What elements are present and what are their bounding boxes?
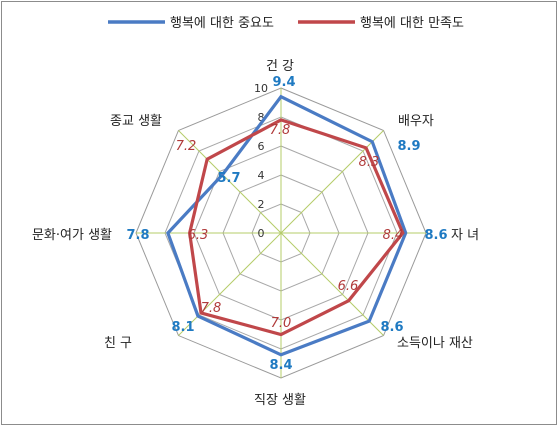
- tick-label: 2: [258, 198, 265, 211]
- value-label-satisfaction: 6.6: [338, 279, 359, 294]
- axis-label: 직장 생활: [254, 393, 306, 408]
- value-label-importance: 5.7: [217, 171, 240, 186]
- value-label-satisfaction: 7.8: [201, 301, 222, 316]
- value-labels: 9.4 8.9 8.6 8.6 8.4 8.1 7.8 5.7 7.8 8.3 8.4 6.6 7.0 7…: [126, 75, 447, 373]
- value-label-importance: 8.6: [424, 228, 447, 243]
- axis-spoke: [178, 130, 282, 234]
- radar-grid: [135, 87, 427, 379]
- value-label-importance: 9.4: [272, 75, 295, 90]
- axis-label: 문화·여가 생활: [32, 228, 112, 243]
- value-label-satisfaction: 8.3: [359, 155, 380, 170]
- legend-label-satisfaction: 행복에 대한 만족도: [360, 15, 464, 31]
- axis-spoke: [178, 232, 282, 336]
- value-label-satisfaction: 7.2: [176, 139, 197, 154]
- axis-label: 자 녀: [451, 228, 479, 243]
- series-lines: [166, 94, 408, 357]
- series-line-importance: [166, 94, 408, 357]
- radial-ticks: 0 2 4 6 8 10: [254, 82, 268, 240]
- value-label-satisfaction: 8.4: [383, 228, 404, 243]
- value-label-importance: 8.6: [380, 320, 403, 335]
- axis-label: 종교 생활: [110, 114, 162, 129]
- axis-spoke: [280, 232, 384, 336]
- axis-label: 소득이나 재산: [397, 336, 473, 351]
- value-label-satisfaction: 7.8: [270, 123, 291, 138]
- axis-label: 건 강: [266, 59, 294, 74]
- tick-label: 6: [258, 140, 265, 153]
- value-label-satisfaction: 7.0: [271, 316, 292, 331]
- value-label-satisfaction: 6.3: [188, 228, 209, 243]
- value-label-importance: 8.4: [269, 358, 292, 373]
- value-label-importance: 8.1: [171, 320, 194, 335]
- tick-label: 0: [258, 227, 265, 240]
- series-line-satisfaction: [188, 118, 405, 337]
- tick-label: 8: [258, 111, 265, 124]
- tick-label: 10: [254, 82, 268, 95]
- legend-label-importance: 행복에 대한 중요도: [170, 15, 274, 31]
- legend: 행복에 대한 중요도 행복에 대한 만족도: [108, 15, 464, 31]
- axis-label: 배우자: [398, 114, 434, 129]
- tick-label: 4: [258, 169, 265, 182]
- axis-label: 친 구: [104, 336, 132, 351]
- value-label-importance: 8.9: [397, 139, 420, 154]
- value-label-importance: 7.8: [126, 228, 149, 243]
